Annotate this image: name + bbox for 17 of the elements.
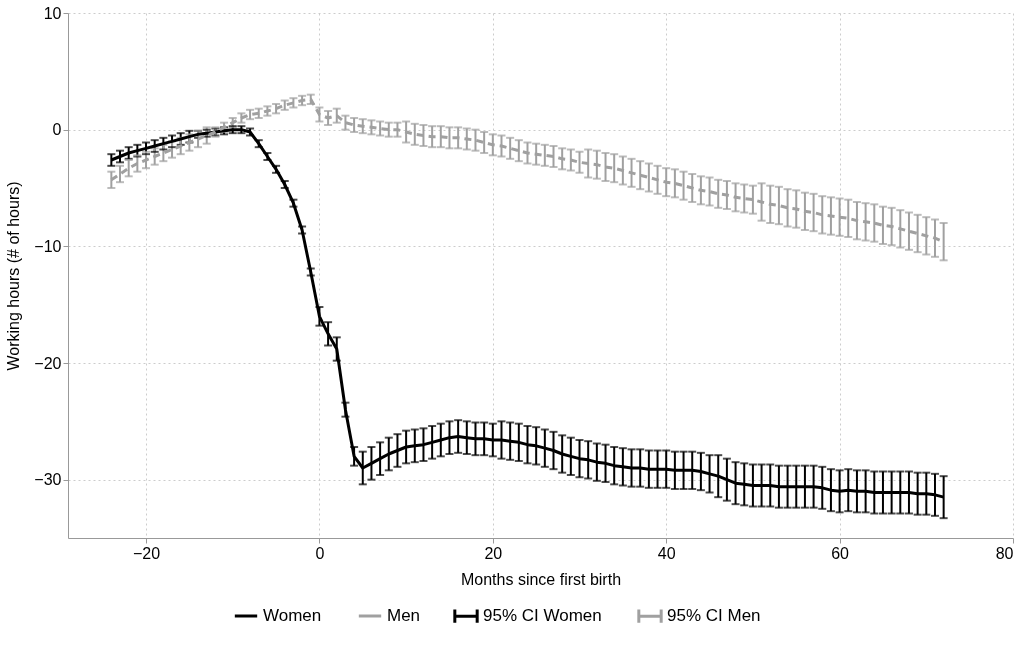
y-tick-label: −10 [34, 237, 62, 255]
x-tick-label: 60 [831, 544, 850, 562]
y-tick-label: 0 [52, 121, 62, 139]
y-tick-label: 10 [43, 4, 62, 22]
text: 95% CI Men [667, 606, 761, 626]
x-tick-label: 0 [315, 544, 325, 562]
y-axis-title: Working hours (# of hours) [5, 181, 23, 371]
x-tick-label: 40 [657, 544, 676, 562]
legend-label: Men [387, 606, 421, 625]
x-axis-title: Months since first birth [460, 570, 622, 588]
x-tick-label: 80 [995, 544, 1014, 562]
text: 95% CI Women [483, 606, 602, 626]
y-tick-label: −20 [34, 354, 62, 372]
y-tick-label: −30 [34, 471, 62, 489]
x-tick-label: −20 [132, 544, 161, 562]
x-tick-label: 20 [484, 544, 503, 562]
legend-label: Women [263, 606, 322, 625]
